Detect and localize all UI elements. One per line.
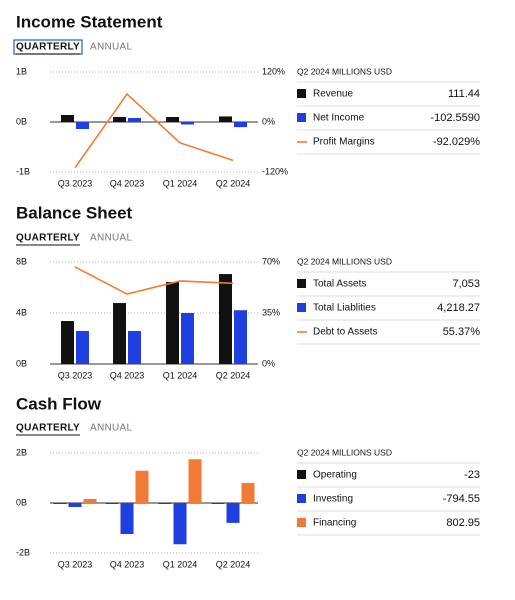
table-value: -102.5590 <box>430 112 480 124</box>
y-tick-label: 0B <box>16 116 27 126</box>
legend-swatch <box>297 113 306 122</box>
section-title: Income Statement <box>16 12 163 31</box>
period-tab[interactable]: QUARTERLY <box>16 233 80 244</box>
y-tick-label: 4B <box>16 307 27 317</box>
bar <box>76 122 89 129</box>
period-tab[interactable]: ANNUAL <box>90 423 133 434</box>
y-tick-label: 2B <box>16 447 27 457</box>
bar <box>211 503 225 504</box>
bar <box>83 499 97 503</box>
y2-tick-label: 0% <box>262 358 275 368</box>
period-tab[interactable]: ANNUAL <box>90 42 133 53</box>
y2-tick-label: 120% <box>262 66 285 76</box>
table-header: Q2 2024 MILLIONS USD <box>297 66 392 76</box>
y-tick-label: 1B <box>16 66 27 76</box>
x-tick-label: Q3 2023 <box>58 370 93 380</box>
bar <box>113 117 126 122</box>
x-tick-label: Q3 2023 <box>58 178 93 188</box>
bar <box>219 274 232 364</box>
y-tick-label: 0B <box>16 497 27 507</box>
y2-tick-label: 35% <box>262 307 280 317</box>
period-tab[interactable]: QUARTERLY <box>16 423 80 434</box>
x-tick-label: Q2 2024 <box>216 178 251 188</box>
y2-tick-label: -120% <box>262 166 288 176</box>
period-tab[interactable]: ANNUAL <box>90 233 133 244</box>
bar <box>113 303 126 364</box>
legend-swatch <box>297 89 306 98</box>
bar <box>120 503 134 534</box>
legend-label: Profit Margins <box>313 137 375 148</box>
x-tick-label: Q1 2024 <box>163 559 198 569</box>
x-tick-label: Q3 2023 <box>58 559 93 569</box>
bar <box>234 122 247 128</box>
bar <box>53 503 67 504</box>
bar <box>166 117 179 122</box>
table-value: 55.37% <box>443 326 481 338</box>
section-title: Cash Flow <box>16 394 102 413</box>
table-value: -794.55 <box>443 493 480 505</box>
bar <box>241 482 255 503</box>
table-value: 802.95 <box>446 517 480 529</box>
x-tick-label: Q2 2024 <box>216 370 251 380</box>
table-value: 4,218.27 <box>437 302 480 314</box>
legend-label: Operating <box>313 470 357 481</box>
bar <box>128 118 141 122</box>
bar <box>181 122 194 125</box>
bar <box>219 116 232 122</box>
bar <box>105 503 119 504</box>
bar <box>234 310 247 364</box>
table-value: 7,053 <box>452 278 480 290</box>
bar <box>181 313 194 364</box>
x-tick-label: Q2 2024 <box>216 559 251 569</box>
legend-label: Total Assets <box>313 279 366 290</box>
line-series <box>74 92 234 169</box>
x-tick-label: Q1 2024 <box>163 370 198 380</box>
y-tick-label: 8B <box>16 256 27 266</box>
bar <box>128 330 141 364</box>
legend-swatch <box>297 518 306 527</box>
legend-swatch <box>297 279 306 288</box>
x-tick-label: Q4 2023 <box>110 559 145 569</box>
bar <box>158 503 172 504</box>
legend-swatch <box>297 303 306 312</box>
bar <box>61 321 74 364</box>
legend-label: Debt to Assets <box>313 327 377 338</box>
legend-swatch <box>297 494 306 503</box>
line-series <box>74 266 234 295</box>
x-tick-label: Q4 2023 <box>110 178 145 188</box>
x-tick-label: Q1 2024 <box>163 178 198 188</box>
x-tick-label: Q4 2023 <box>110 370 145 380</box>
y2-tick-label: 0% <box>262 116 275 126</box>
y-tick-label: 0B <box>16 358 27 368</box>
y-tick-label: -1B <box>16 166 30 176</box>
table-value: -23 <box>464 469 480 481</box>
bar <box>226 503 240 523</box>
legend-label: Investing <box>313 494 353 505</box>
y-tick-label: -2B <box>16 547 30 557</box>
bar <box>61 115 74 122</box>
legend-label: Total Liablities <box>313 303 376 314</box>
table-value: 111.44 <box>448 88 480 100</box>
period-tab[interactable]: QUARTERLY <box>16 42 80 53</box>
legend-label: Revenue <box>313 89 353 100</box>
bar <box>173 503 187 545</box>
section-title: Balance Sheet <box>16 203 133 222</box>
table-header: Q2 2024 MILLIONS USD <box>297 256 392 266</box>
bar <box>166 282 179 364</box>
legend-label: Financing <box>313 518 356 529</box>
bar <box>135 470 149 503</box>
y2-tick-label: 70% <box>262 256 280 266</box>
bar <box>188 459 202 503</box>
legend-label: Net Income <box>313 113 365 124</box>
legend-swatch <box>297 470 306 479</box>
bar <box>68 503 82 507</box>
table-value: -92.029% <box>433 136 480 148</box>
bar <box>76 330 89 364</box>
table-header: Q2 2024 MILLIONS USD <box>297 447 392 457</box>
